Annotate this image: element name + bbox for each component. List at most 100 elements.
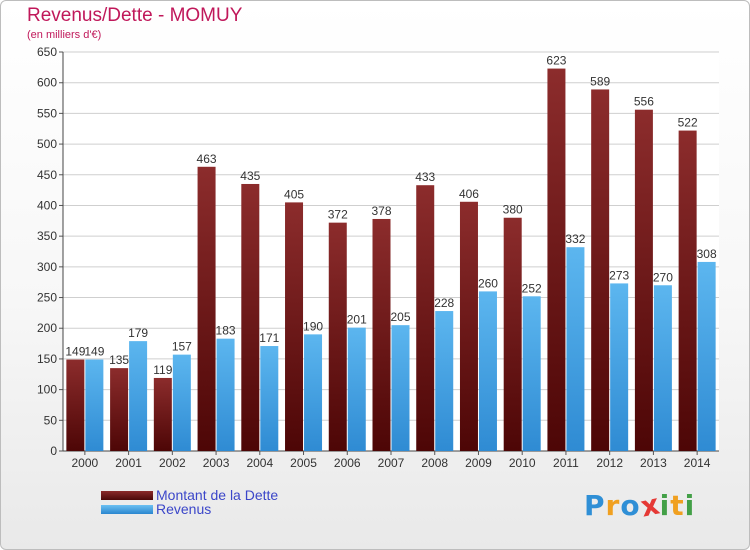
data-label-revenue-2007: 205 <box>390 310 410 324</box>
data-label-revenue-2013: 270 <box>653 270 673 284</box>
x-tick-label: 2008 <box>421 456 448 470</box>
data-label-debt-2014: 522 <box>678 116 698 130</box>
legend-item-debt: Montant de la Dette <box>101 487 279 503</box>
logo-letter: o <box>620 489 641 522</box>
bar-debt-2012 <box>591 89 610 452</box>
bar-revenue-2011 <box>566 247 585 451</box>
bar-debt-2006 <box>328 222 347 451</box>
bar-debt-2013 <box>634 109 653 451</box>
bar-revenue-2008 <box>435 311 454 451</box>
x-tick-label: 2007 <box>378 456 405 470</box>
y-tick-label: 650 <box>37 45 57 59</box>
bar-revenue-2014 <box>697 261 716 451</box>
y-tick-label: 400 <box>37 198 57 212</box>
x-tick-label: 2002 <box>159 456 186 470</box>
y-tick-label: 550 <box>37 106 57 120</box>
y-tick-label: 0 <box>50 444 57 458</box>
proxiti-logo: Proxiti <box>584 487 696 523</box>
data-label-revenue-2004: 171 <box>259 331 279 345</box>
data-label-debt-2007: 378 <box>371 204 391 218</box>
x-tick-label: 2009 <box>465 456 492 470</box>
y-tick-label: 600 <box>37 76 57 90</box>
data-label-debt-2005: 405 <box>284 187 304 201</box>
bar-debt-2002 <box>153 377 172 451</box>
bar-revenue-2010 <box>522 296 541 451</box>
data-label-debt-2010: 380 <box>503 203 523 217</box>
x-tick-label: 2005 <box>290 456 317 470</box>
x-tick-label: 2004 <box>246 456 273 470</box>
y-tick-label: 200 <box>37 321 57 335</box>
data-label-debt-2011: 623 <box>546 54 566 68</box>
data-label-revenue-2014: 308 <box>697 247 717 261</box>
y-tick-label: 350 <box>37 229 57 243</box>
x-tick-label: 2013 <box>640 456 667 470</box>
y-tick-label: 450 <box>37 168 57 182</box>
legend-label-revenue: Revenus <box>156 501 212 517</box>
bar-debt-2005 <box>285 202 304 451</box>
x-tick-label: 2001 <box>115 456 142 470</box>
x-tick-label: 2011 <box>553 456 579 470</box>
x-tick-label: 2010 <box>509 456 536 470</box>
bar-debt-2003 <box>197 166 216 451</box>
logo-letter: i <box>659 489 671 522</box>
bar-revenue-2013 <box>653 285 672 451</box>
bar-revenue-2009 <box>478 291 497 451</box>
data-label-revenue-2011: 332 <box>565 232 585 246</box>
data-label-revenue-2003: 183 <box>216 324 236 338</box>
chart-title: Revenus/Dette - MOMUY <box>27 5 243 26</box>
bar-debt-2014 <box>678 130 697 451</box>
plot-area <box>63 52 719 451</box>
legend-swatch-revenue <box>101 504 153 514</box>
data-label-debt-2001: 135 <box>109 353 129 367</box>
data-label-debt-2002: 119 <box>153 363 172 377</box>
bar-debt-2001 <box>110 368 129 451</box>
data-label-revenue-2005: 190 <box>303 319 323 333</box>
bar-revenue-2001 <box>129 341 148 451</box>
logo-letter: t <box>670 489 685 522</box>
bar-revenue-2012 <box>610 283 629 451</box>
chart-subtitle: (en milliers d'€) <box>27 29 102 41</box>
logo-letter: r <box>605 489 621 522</box>
data-label-debt-2013: 556 <box>634 95 654 109</box>
data-label-debt-2003: 463 <box>197 152 217 166</box>
data-label-debt-2004: 435 <box>240 169 260 183</box>
data-label-revenue-2002: 157 <box>172 340 192 354</box>
legend-label-debt: Montant de la Dette <box>156 487 279 503</box>
data-label-debt-2009: 406 <box>459 187 479 201</box>
bar-debt-2010 <box>503 217 522 451</box>
y-tick-label: 150 <box>37 352 57 366</box>
x-tick-label: 2012 <box>596 456 623 470</box>
x-tick-label: 2000 <box>72 456 99 470</box>
data-label-revenue-2001: 179 <box>128 326 148 340</box>
legend-item-revenue: Revenus <box>101 501 212 517</box>
bar-revenue-2004 <box>260 346 279 451</box>
data-label-debt-2008: 433 <box>415 170 435 184</box>
data-label-revenue-2009: 260 <box>478 276 498 290</box>
x-tick-label: 2003 <box>203 456 230 470</box>
logo-letter: P <box>584 489 606 522</box>
bar-revenue-2000 <box>85 359 104 451</box>
data-label-debt-2006: 372 <box>328 208 348 222</box>
bar-revenue-2002 <box>172 354 191 451</box>
logo-letter: i <box>684 489 696 522</box>
data-label-revenue-2010: 252 <box>522 281 542 295</box>
y-tick-label: 100 <box>37 383 57 397</box>
bar-revenue-2003 <box>216 338 235 451</box>
x-tick-label: 2006 <box>334 456 361 470</box>
bar-debt-2009 <box>459 201 478 451</box>
data-label-revenue-2000: 149 <box>84 345 104 359</box>
data-label-revenue-2006: 201 <box>347 313 367 327</box>
bar-debt-2008 <box>416 185 435 451</box>
data-label-debt-2012: 589 <box>590 74 610 88</box>
bar-revenue-2005 <box>304 334 323 451</box>
y-tick-label: 50 <box>44 413 58 427</box>
bar-debt-2007 <box>372 218 391 451</box>
legend-swatch-debt <box>101 490 153 500</box>
y-tick-label: 250 <box>37 291 57 305</box>
bar-revenue-2006 <box>347 327 366 451</box>
y-tick-label: 500 <box>37 137 57 151</box>
data-label-debt-2000: 149 <box>65 345 85 359</box>
bar-debt-2000 <box>66 359 85 451</box>
